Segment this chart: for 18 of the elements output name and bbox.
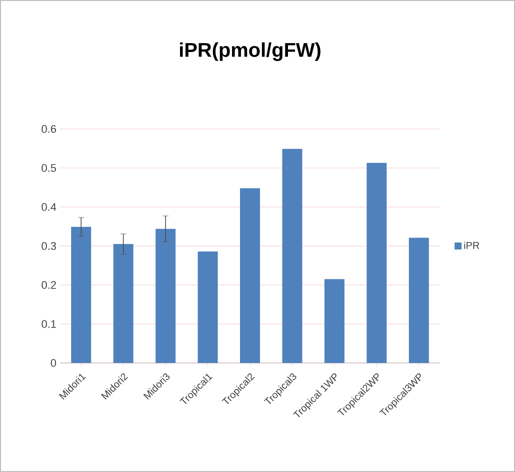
bar: [71, 226, 92, 363]
bar: [366, 162, 387, 363]
chart-title: iPR(pmol/gFW): [180, 42, 320, 61]
y-tick-label: 0.2: [42, 281, 56, 289]
bar: [282, 148, 302, 363]
bar: [198, 251, 218, 363]
y-tick-label: 0.1: [42, 320, 56, 328]
y-tick-label: 0.3: [42, 242, 56, 250]
bar: [156, 228, 176, 363]
bar: [240, 188, 260, 363]
legend-label: iPR: [464, 242, 480, 249]
bar: [408, 238, 429, 363]
y-tick-label: 0.6: [42, 125, 56, 133]
y-tick-label: 0.4: [42, 203, 56, 211]
bar: [324, 279, 344, 363]
y-tick-label: 0: [50, 359, 56, 367]
bar: [113, 244, 134, 363]
y-tick-label: 0.5: [42, 164, 56, 172]
